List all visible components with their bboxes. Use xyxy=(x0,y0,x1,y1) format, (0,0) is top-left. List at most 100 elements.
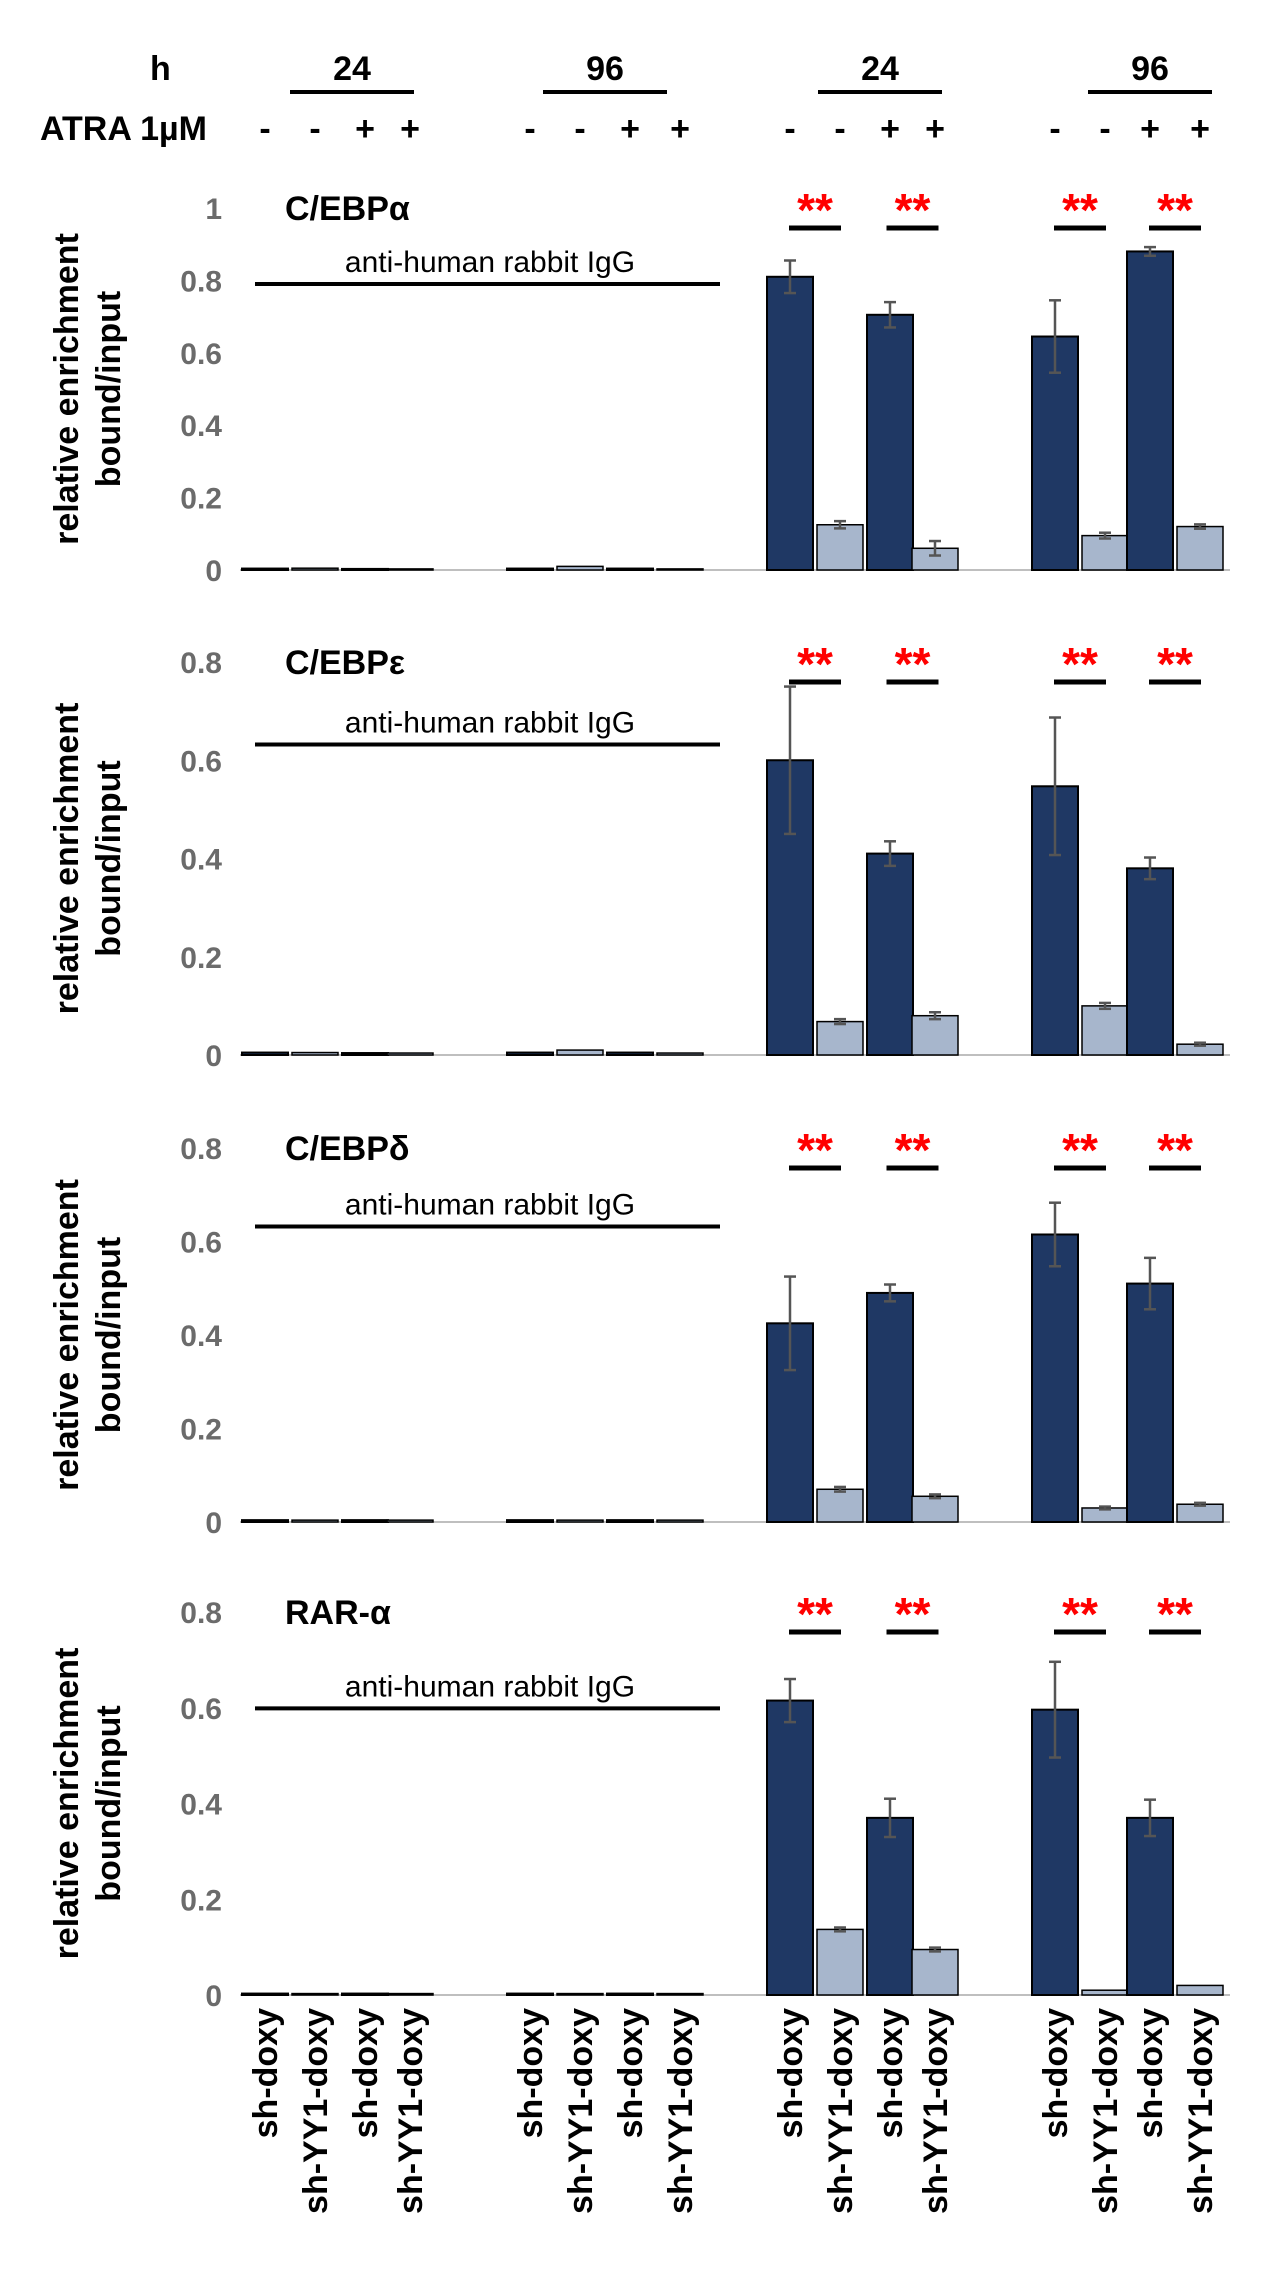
bar-10 xyxy=(866,852,914,1057)
y-axis-label: relative enrichment bound/input xyxy=(48,1648,128,1960)
y-axis-label-line: relative enrichment xyxy=(48,1179,86,1491)
significance-star: ** xyxy=(797,638,833,690)
bar-3 xyxy=(386,568,434,571)
bar-15 xyxy=(1176,1984,1224,1996)
atra-sign-7: + xyxy=(670,110,690,148)
time-label-2: 24 xyxy=(861,50,899,88)
y-axis-label-line: bound/input xyxy=(90,1237,128,1433)
bar-11 xyxy=(911,1948,959,1996)
time-label-1: 96 xyxy=(586,50,624,88)
y-axis-label-line: bound/input xyxy=(90,1705,128,1901)
atra-sign-9: - xyxy=(834,110,845,148)
bar-10 xyxy=(866,1816,914,1997)
bar-14 xyxy=(1126,1816,1174,1997)
atra-label: ATRA 1µM xyxy=(40,110,207,148)
significance-star: ** xyxy=(895,638,931,690)
x-label-3: sh-YY1-doxy xyxy=(392,2008,430,2214)
x-axis-labels: sh-doxy sh-YY1-doxy sh-doxy sh-YY1-doxy sh-d… xyxy=(247,2008,1220,2214)
time-label-0: 24 xyxy=(333,50,371,88)
bar-9 xyxy=(816,1020,864,1056)
x-label-7: sh-YY1-doxy xyxy=(662,2008,700,2214)
x-label-12: sh-doxy xyxy=(1037,2008,1075,2138)
bar-14 xyxy=(1126,1282,1174,1523)
y-tick-label: 0 xyxy=(205,1507,222,1540)
bar-15 xyxy=(1176,1503,1224,1523)
bar-3 xyxy=(386,1519,434,1523)
y-tick-label: 0.8 xyxy=(180,265,222,298)
y-tick-label: 0 xyxy=(205,555,222,588)
y-tick-label: 0.2 xyxy=(180,1414,222,1447)
hours-label: h xyxy=(150,50,171,88)
bar-1 xyxy=(291,1051,339,1056)
y-axis-label-line: bound/input xyxy=(90,760,128,956)
bar-13 xyxy=(1081,1005,1129,1056)
atra-sign-8: - xyxy=(784,110,795,148)
bar-4 xyxy=(506,567,554,572)
y-tick-label: 0 xyxy=(205,1980,222,2013)
x-label-13: sh-YY1-doxy xyxy=(1087,2008,1125,2214)
bar-7 xyxy=(656,1992,704,1996)
x-label-9: sh-YY1-doxy xyxy=(822,2008,860,2214)
igg-annotation: anti-human rabbit IgG xyxy=(345,246,635,279)
atra-sign-13: - xyxy=(1099,110,1110,148)
atra-sign-1: - xyxy=(309,110,320,148)
x-label-15: sh-YY1-doxy xyxy=(1182,2008,1220,2214)
y-tick-label: 0.6 xyxy=(180,1227,222,1260)
bar-1 xyxy=(291,567,339,571)
y-tick-label: 0.2 xyxy=(180,483,222,516)
significance-star: ** xyxy=(1157,1124,1193,1176)
bar-14 xyxy=(1126,250,1174,571)
y-axis-label: relative enrichment bound/input xyxy=(48,233,128,545)
bar-13 xyxy=(1081,1989,1129,1996)
significance-star: ** xyxy=(1062,184,1098,236)
bar-6 xyxy=(606,1992,654,1996)
y-tick-label: 0.4 xyxy=(180,844,222,877)
bar-7 xyxy=(656,1052,704,1056)
x-label-14: sh-doxy xyxy=(1132,2008,1170,2138)
panel-0: 0 0.2 0.4 0.6 0.8 1 relative enrichment bound/i… xyxy=(48,184,1230,588)
bar-2 xyxy=(341,1519,389,1524)
bar-2 xyxy=(341,1992,389,1996)
panel-title: C/EBPδ xyxy=(285,1130,410,1168)
x-label-8: sh-doxy xyxy=(772,2008,810,2138)
bar-5 xyxy=(556,1992,604,1996)
igg-annotation: anti-human rabbit IgG xyxy=(345,1670,635,1703)
significance-star: ** xyxy=(895,184,931,236)
bar-9 xyxy=(816,1928,864,1996)
bar-5 xyxy=(556,1519,604,1523)
y-tick-label: 0.6 xyxy=(180,338,222,371)
atra-sign-0: - xyxy=(259,110,270,148)
significance-star: ** xyxy=(797,1124,833,1176)
panel-title: C/EBPε xyxy=(285,644,405,682)
atra-sign-4: - xyxy=(524,110,535,148)
bar-6 xyxy=(606,1051,654,1056)
y-axis-label-line: bound/input xyxy=(90,291,128,487)
bar-4 xyxy=(506,1051,554,1056)
bar-8 xyxy=(766,275,814,571)
bar-9 xyxy=(816,524,864,571)
bar-15 xyxy=(1176,525,1224,571)
significance-star: ** xyxy=(797,1588,833,1640)
x-label-11: sh-YY1-doxy xyxy=(917,2008,955,2214)
bar-0 xyxy=(241,567,289,572)
y-tick-label: 0.2 xyxy=(180,942,222,975)
bar-1 xyxy=(291,1519,339,1523)
y-tick-label: 0.2 xyxy=(180,1884,222,1917)
y-axis-label-line: relative enrichment xyxy=(48,1648,86,1960)
atra-sign-11: + xyxy=(925,110,945,148)
panel-title: RAR-α xyxy=(285,1594,391,1632)
y-tick-label: 1 xyxy=(205,193,222,226)
bar-4 xyxy=(506,1519,554,1524)
x-label-5: sh-YY1-doxy xyxy=(562,2008,600,2214)
significance-star: ** xyxy=(1157,1588,1193,1640)
bar-11 xyxy=(911,1014,959,1056)
bar-5 xyxy=(556,1049,604,1056)
bar-3 xyxy=(386,1052,434,1056)
bar-9 xyxy=(816,1488,864,1523)
x-label-4: sh-doxy xyxy=(512,2008,550,2138)
atra-sign-10: + xyxy=(880,110,900,148)
y-axis-label-line: relative enrichment xyxy=(48,233,86,545)
bar-4 xyxy=(506,1992,554,1996)
